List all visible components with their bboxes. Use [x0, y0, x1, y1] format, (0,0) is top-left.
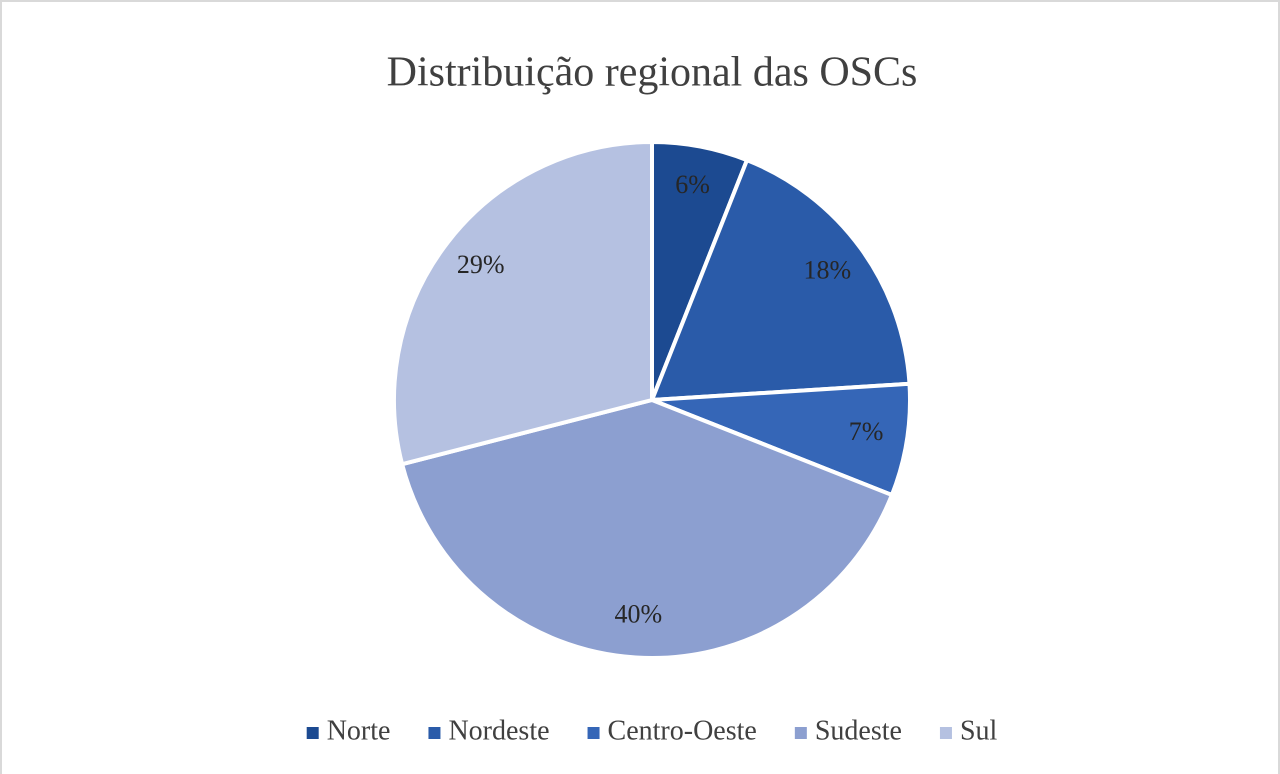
legend-swatch — [428, 727, 441, 739]
data-label: 29% — [457, 250, 505, 279]
chart-title: Distribuição regional das OSCs — [387, 50, 918, 96]
legend-label: Sul — [960, 715, 998, 746]
data-label: 40% — [615, 599, 663, 628]
legend-label: Centro-Oeste — [608, 715, 757, 746]
legend-swatch — [587, 727, 600, 739]
legend-label: Norte — [327, 715, 391, 746]
pie-slice — [651, 381, 912, 498]
legend-label: Nordeste — [448, 715, 549, 746]
legend-swatch — [794, 727, 807, 739]
legend-swatch — [939, 727, 952, 739]
legend: Norte Nordeste Centro-Oeste Sudeste Sul — [306, 715, 998, 746]
pie-slice — [399, 397, 895, 660]
pie-slice — [392, 139, 654, 467]
legend-swatch — [306, 727, 319, 739]
data-label: 6% — [675, 170, 710, 199]
data-label: 18% — [803, 256, 851, 285]
data-label: 7% — [849, 417, 884, 446]
legend-label: Sudeste — [815, 715, 902, 746]
pie-slice — [648, 157, 912, 403]
